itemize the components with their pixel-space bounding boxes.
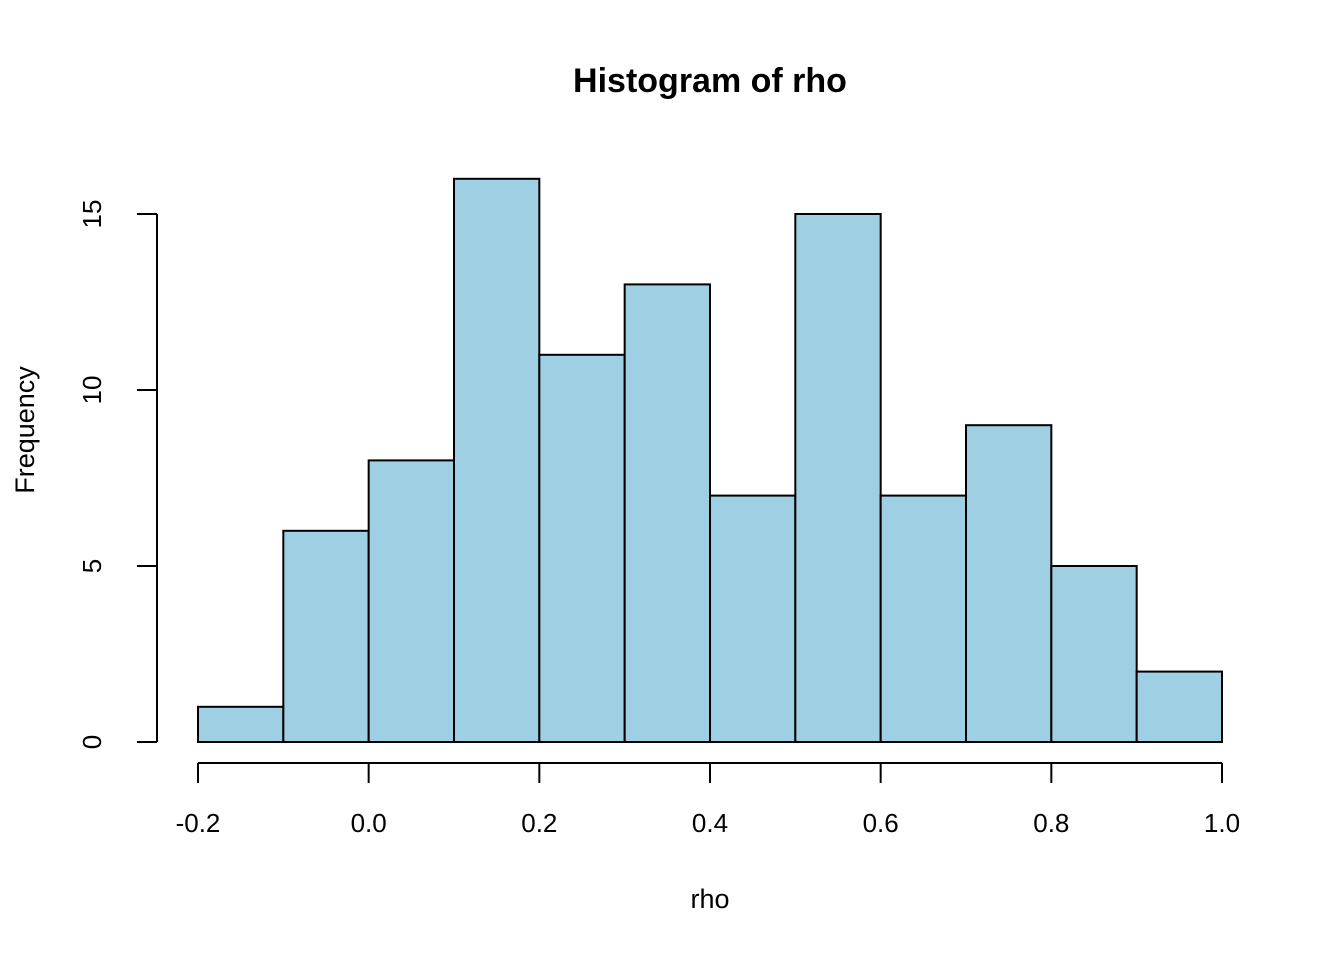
histogram-bar <box>538 353 626 743</box>
histogram-bar <box>623 283 712 743</box>
y-tick-label: 10 <box>77 376 107 405</box>
x-tick-label: 0.8 <box>1033 808 1069 838</box>
histogram-bar <box>453 177 541 744</box>
y-tick-label: 5 <box>77 559 107 573</box>
histogram-bar <box>709 494 797 743</box>
chart-title: Histogram of rho <box>573 62 847 100</box>
x-axis: -0.2 0.0 0.2 0.4 0.6 0.8 1.0 <box>176 762 1240 838</box>
histogram-bar <box>197 705 285 743</box>
histogram-bar <box>794 213 882 743</box>
x-tick-label: 0.0 <box>351 808 387 838</box>
histogram-bar <box>1050 565 1138 743</box>
histogram-bar <box>879 494 968 743</box>
y-tick-label: 0 <box>77 735 107 749</box>
y-axis: 0 5 10 15 <box>77 200 158 749</box>
histogram-bar <box>367 459 455 743</box>
y-tick-label: 15 <box>77 200 107 229</box>
histogram-bar <box>965 424 1053 743</box>
bars-group <box>197 177 1223 744</box>
x-axis-title: rho <box>690 884 729 914</box>
histogram-bar <box>1135 670 1223 743</box>
y-axis-title: Frequency <box>10 366 40 494</box>
histogram-bar <box>282 529 370 743</box>
x-tick-label: 0.4 <box>692 808 728 838</box>
x-tick-label: 0.2 <box>521 808 557 838</box>
x-tick-label: -0.2 <box>176 808 221 838</box>
x-tick-label: 0.6 <box>863 808 899 838</box>
x-tick-label: 1.0 <box>1204 808 1240 838</box>
